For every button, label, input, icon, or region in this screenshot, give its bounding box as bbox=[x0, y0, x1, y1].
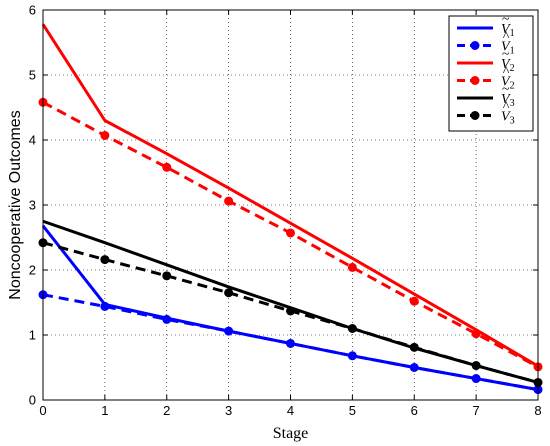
series-6 bbox=[38, 238, 543, 387]
legend-accent: ^ bbox=[503, 30, 510, 45]
legend: V1~V1^V2~V2^V3~V3^ bbox=[448, 12, 534, 132]
legend-accent: ^ bbox=[503, 65, 510, 80]
y-axis-label: Noncooperative Outcomes bbox=[7, 110, 24, 299]
x-tick-label: 2 bbox=[163, 403, 170, 418]
data-point bbox=[224, 326, 234, 336]
data-point bbox=[347, 324, 357, 333]
data-point bbox=[409, 296, 419, 306]
data-point bbox=[347, 262, 357, 272]
data-point bbox=[409, 342, 419, 352]
series-line bbox=[41, 23, 539, 368]
data-point bbox=[162, 314, 172, 324]
data-point bbox=[100, 301, 110, 311]
data-point bbox=[162, 271, 172, 281]
series-line bbox=[42, 293, 539, 392]
ticks: 0 1 2 3 4 5 6 7 8 0 1 2 3 4 5 6 bbox=[29, 3, 542, 419]
legend-accent: ~ bbox=[502, 47, 510, 62]
legend-marker bbox=[470, 111, 480, 120]
data-point bbox=[286, 228, 295, 238]
series-layer bbox=[38, 23, 543, 395]
legend-item: V1^ bbox=[457, 30, 515, 57]
data-point bbox=[471, 374, 481, 384]
series-4 bbox=[38, 97, 543, 372]
legend-accent: ^ bbox=[503, 100, 510, 115]
x-tick-label: 1 bbox=[101, 403, 108, 418]
legend-accent: ~ bbox=[502, 82, 510, 97]
y-tick-label: 6 bbox=[29, 3, 36, 18]
x-axis-label: Stage bbox=[273, 425, 309, 442]
data-point bbox=[100, 130, 110, 140]
data-point bbox=[347, 351, 357, 361]
y-tick-label: 1 bbox=[29, 328, 36, 343]
x-tick-label: 0 bbox=[39, 403, 46, 418]
y-tick-label: 4 bbox=[29, 133, 36, 148]
x-tick-label: 8 bbox=[534, 403, 541, 418]
y-tick-label: 5 bbox=[29, 68, 36, 83]
data-point bbox=[224, 288, 234, 298]
data-point bbox=[409, 363, 419, 372]
x-tick-label: 4 bbox=[287, 403, 294, 418]
y-tick-label: 0 bbox=[29, 393, 36, 408]
y-tick-label: 3 bbox=[29, 198, 36, 213]
data-point bbox=[286, 338, 295, 348]
data-point bbox=[471, 361, 481, 371]
data-point bbox=[224, 196, 234, 206]
data-point bbox=[162, 162, 172, 172]
data-point bbox=[100, 255, 110, 265]
legend-accent: ~ bbox=[502, 12, 510, 27]
x-tick-label: 6 bbox=[411, 403, 418, 418]
data-point bbox=[471, 329, 481, 339]
series-3 bbox=[41, 23, 539, 368]
series-2 bbox=[38, 290, 543, 395]
legend-marker bbox=[470, 76, 480, 85]
x-tick-label: 5 bbox=[349, 403, 356, 418]
data-point bbox=[286, 306, 295, 316]
legend-box bbox=[448, 15, 534, 132]
legend-marker bbox=[470, 41, 480, 50]
legend-item: V2^ bbox=[457, 65, 515, 92]
y-tick-label: 2 bbox=[29, 263, 36, 278]
x-tick-label: 7 bbox=[473, 403, 480, 418]
x-tick-label: 3 bbox=[225, 403, 232, 418]
